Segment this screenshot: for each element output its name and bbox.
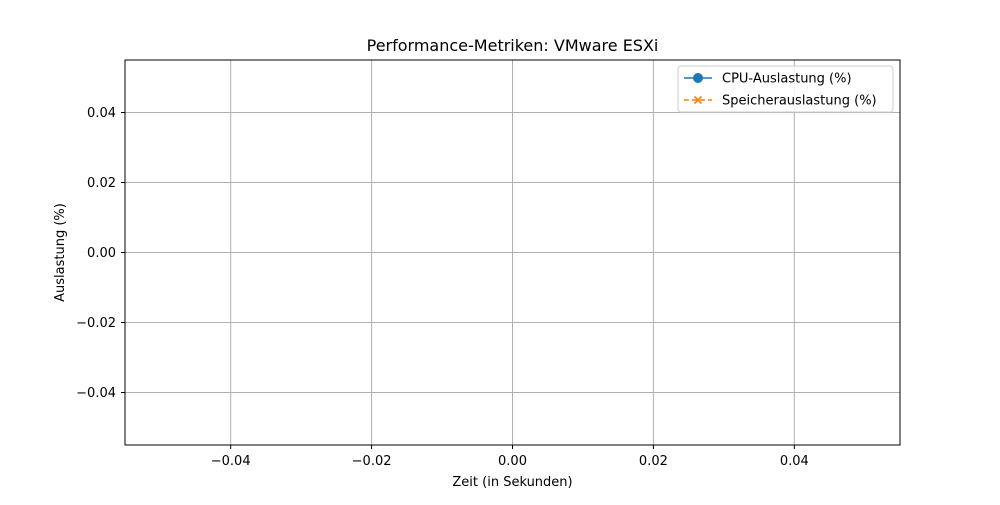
x-tick-label: −0.02 bbox=[352, 454, 392, 469]
y-tick-label: 0.04 bbox=[87, 106, 116, 121]
legend-label: Speicherauslastung (%) bbox=[722, 94, 877, 109]
y-axis-ticks: −0.04 −0.02 0.00 0.02 0.04 bbox=[76, 106, 125, 401]
chart-title: Performance-Metriken: VMware ESXi bbox=[367, 36, 659, 55]
x-tick-label: 0.04 bbox=[780, 454, 809, 469]
y-tick-label: −0.04 bbox=[76, 386, 116, 401]
grid bbox=[125, 60, 900, 445]
x-tick-label: −0.04 bbox=[211, 454, 251, 469]
x-axis-ticks: −0.04 −0.02 0.00 0.02 0.04 bbox=[211, 445, 809, 469]
x-tick-label: 0.00 bbox=[498, 454, 527, 469]
y-tick-label: 0.00 bbox=[87, 246, 116, 261]
legend-label: CPU-Auslastung (%) bbox=[722, 72, 852, 87]
y-tick-label: 0.02 bbox=[87, 176, 116, 191]
legend: CPU-Auslastung (%) Speicherauslastung (%) bbox=[677, 65, 894, 113]
y-tick-label: −0.02 bbox=[76, 316, 116, 331]
x-axis-label: Zeit (in Sekunden) bbox=[452, 475, 572, 490]
legend-box bbox=[677, 65, 894, 113]
legend-marker-x-icon bbox=[693, 95, 703, 105]
legend-marker-circle-icon bbox=[693, 73, 703, 83]
y-axis-label: Auslastung (%) bbox=[53, 203, 68, 302]
x-tick-label: 0.02 bbox=[639, 454, 668, 469]
